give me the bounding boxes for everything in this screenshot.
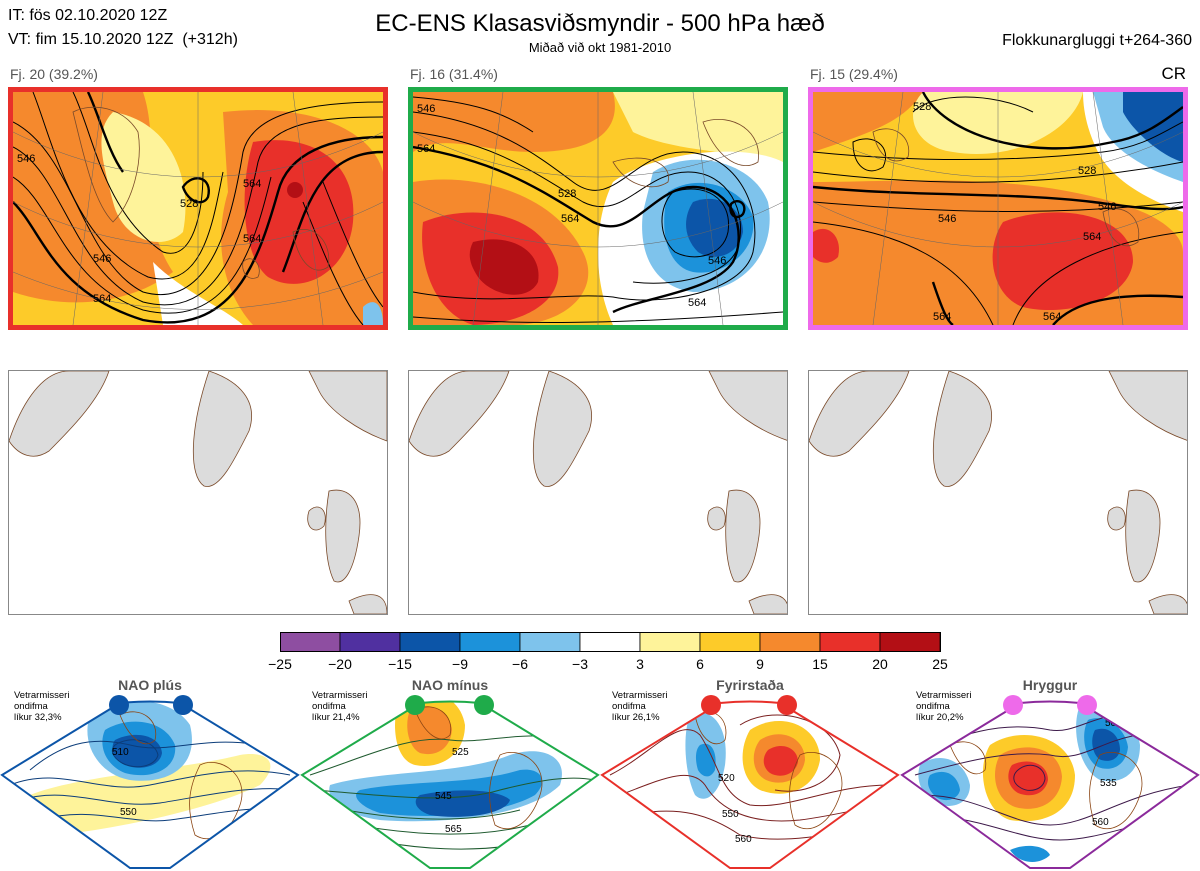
contour-label: 560 [1092, 817, 1109, 828]
contour-label: 546 [93, 253, 111, 265]
colorbar-tick-label: 20 [872, 656, 888, 672]
regime-2-label: NAO mínus [411, 677, 489, 693]
contour-label: 528 [558, 188, 576, 200]
contour-label: 528 [1078, 165, 1096, 177]
page-subtitle: Miðað við okt 1981-2010 [528, 40, 672, 55]
colorbar-tick-label: −6 [512, 656, 528, 672]
contour-label: 545 [435, 791, 452, 802]
classification-window: Flokkunargluggi t+264-360 [1002, 32, 1192, 49]
contour-label: 564 [561, 213, 579, 225]
contour-label: 560 [735, 834, 752, 845]
contour-label: 528 [913, 101, 931, 113]
contour-label: 565 [445, 824, 462, 835]
colorbar-tick-label: −3 [572, 656, 588, 672]
colorbar-tick-label: 9 [756, 656, 764, 672]
contour-label: 564 [93, 293, 111, 305]
contour-label: 564 [688, 297, 706, 309]
regime-1-probability: Vetrarmisseri ondifma líkur 32,3% [14, 690, 70, 723]
regime-1-label: NAO plús [118, 677, 182, 693]
cluster-3-label: Fj. 15 (29.4%) [810, 66, 898, 82]
colorbar-cell [699, 632, 761, 652]
background-map-2 [408, 370, 788, 615]
contour-label: 564 [1083, 231, 1101, 243]
background-map-1 [8, 370, 388, 615]
regime-2-map: 525 545 565 [300, 695, 600, 869]
contour-label: 535 [1100, 778, 1117, 789]
contour-label: 564 [243, 178, 261, 190]
cluster-1-map: 546 564 528 546 564 564 [8, 87, 388, 330]
cr-label: CR [1161, 64, 1186, 83]
regime-3-label: Fyrirstaða [716, 677, 784, 693]
colorbar-tick-label: 15 [812, 656, 828, 672]
colorbar-tick-label: 25 [932, 656, 948, 672]
contour-label: 528 [180, 198, 198, 210]
colorbar-cell [519, 632, 581, 652]
contour-label: 525 [452, 747, 469, 758]
colorbar-tick-label: 6 [696, 656, 704, 672]
contour-label: 564 [243, 233, 261, 245]
contour-label: 546 [417, 103, 435, 115]
colorbar-tick-label: 3 [636, 656, 644, 672]
regime-4-label: Hryggur [1022, 677, 1078, 693]
regime-3-map: 520 550 560 [600, 695, 900, 869]
contour-label: 564 [1043, 311, 1061, 323]
contour-label: 546 [1098, 201, 1116, 213]
cluster-1-label: Fj. 20 (39.2%) [10, 66, 98, 82]
colorbar-tick-label: −9 [452, 656, 468, 672]
colorbar-cell [759, 632, 821, 652]
colorbar [280, 632, 941, 652]
colorbar-tick-label: −20 [328, 656, 352, 672]
contour-label: 546 [17, 153, 35, 165]
valid-time: VT: fim 15.10.2020 12Z (+312h) [8, 31, 238, 48]
contour-label: 510 [112, 747, 129, 758]
contour-label: 520 [718, 773, 735, 784]
regime-4-probability: Vetrarmisseri ondifma líkur 20,2% [916, 690, 972, 723]
cluster-2-label: Fj. 16 (31.4%) [410, 66, 498, 82]
contour-label: 546 [938, 213, 956, 225]
colorbar-cell [459, 632, 521, 652]
contour-label: 550 [722, 809, 739, 820]
regime-4-map: 505 535 560 [900, 695, 1200, 869]
colorbar-cell [339, 632, 401, 652]
regime-2-probability: Vetrarmisseri ondifma líkur 21,4% [312, 690, 368, 723]
cluster-2-map: 546 564 528 564 546 564 [408, 87, 788, 330]
colorbar-cell [819, 632, 881, 652]
contour-label: 550 [120, 807, 137, 818]
contour-label: 546 [708, 255, 726, 267]
colorbar-cell [399, 632, 461, 652]
colorbar-cell [879, 632, 941, 652]
colorbar-tick-label: −15 [388, 656, 412, 672]
contour-label: 564 [417, 143, 435, 155]
colorbar-tick-label: −25 [268, 656, 292, 672]
regime-3-probability: Vetrarmisseri ondifma líkur 26,1% [612, 690, 668, 723]
colorbar-cell [639, 632, 701, 652]
page-title: EC-ENS Klasasviðsmyndir - 500 hPa hæð [375, 10, 825, 37]
background-map-3 [808, 370, 1188, 615]
colorbar-cell [280, 632, 341, 652]
regime-1-map: 510 550 [0, 695, 300, 869]
initial-time: IT: fös 02.10.2020 12Z [8, 7, 168, 24]
colorbar-cell [579, 632, 641, 652]
contour-label: 564 [933, 311, 951, 323]
cluster-3-map: 528 528 546 546 564 564 564 [808, 87, 1188, 330]
